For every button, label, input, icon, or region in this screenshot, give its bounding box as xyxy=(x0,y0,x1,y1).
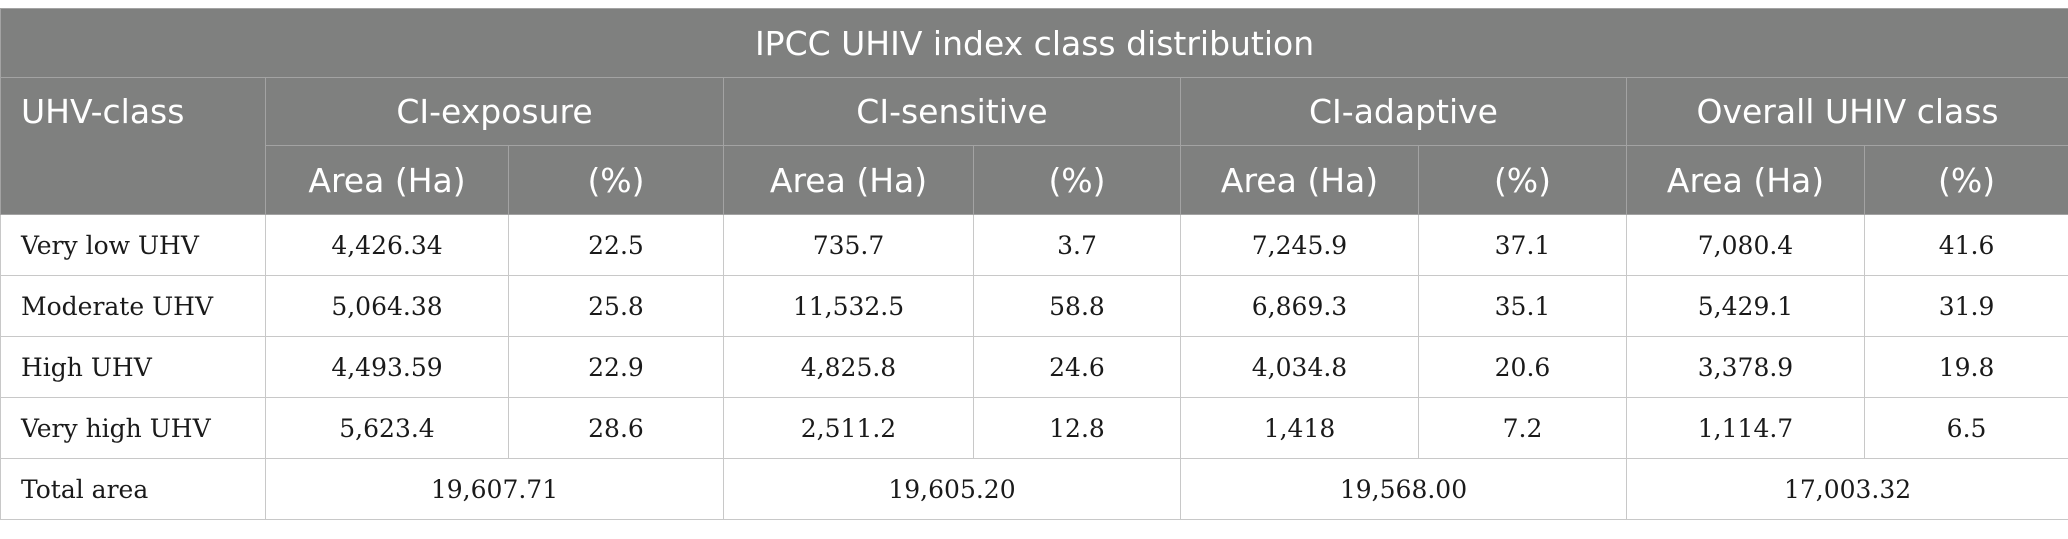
table-cell: 1,114.7 xyxy=(1626,397,1865,459)
total-label: Total area xyxy=(0,458,266,520)
row-label: High UHV xyxy=(0,336,266,398)
table-cell: 4,034.8 xyxy=(1180,336,1419,398)
table-cell: 58.8 xyxy=(973,275,1181,337)
group-header-ci-exposure: CI-exposure xyxy=(265,77,724,146)
table-cell: 6.5 xyxy=(1863,397,2068,459)
group-header-ci-adaptive: CI-adaptive xyxy=(1180,77,1627,146)
subheader-percent: (%) xyxy=(1418,145,1627,215)
uhiv-distribution-table: IPCC UHIV index class distribution UHV-c… xyxy=(0,8,2068,520)
row-label: Very high UHV xyxy=(0,397,266,459)
group-header-ci-sensitive: CI-sensitive xyxy=(723,77,1181,146)
row-label: Moderate UHV xyxy=(0,275,266,337)
table-container: IPCC UHIV index class distribution UHV-c… xyxy=(0,8,2068,520)
group-header-overall-uhiv: Overall UHIV class xyxy=(1625,77,2068,146)
table-row: Very low UHV 4,426.34 22.5 735.7 3.7 7,2… xyxy=(0,214,2068,276)
subheader-percent: (%) xyxy=(508,145,724,215)
table-cell: 28.6 xyxy=(508,397,724,459)
table-cell: 41.6 xyxy=(1863,214,2068,276)
table-cell: 4,426.34 xyxy=(265,214,509,276)
table-cell: 3.7 xyxy=(973,214,1181,276)
subheader-area: Area (Ha) xyxy=(265,145,509,215)
table-cell: 35.1 xyxy=(1418,275,1627,337)
table-cell: 3,378.9 xyxy=(1626,336,1865,398)
table-cell: 31.9 xyxy=(1863,275,2068,337)
total-cell-ci-sensitive: 19,605.20 xyxy=(723,458,1181,520)
table-cell: 4,493.59 xyxy=(265,336,509,398)
table-cell: 7,080.4 xyxy=(1626,214,1865,276)
total-cell-ci-adaptive: 19,568.00 xyxy=(1180,458,1627,520)
table-cell: 4,825.8 xyxy=(723,336,974,398)
subheader-area: Area (Ha) xyxy=(1626,145,1865,215)
table-cell: 1,418 xyxy=(1180,397,1419,459)
subheader-area: Area (Ha) xyxy=(723,145,974,215)
table-cell: 19.8 xyxy=(1863,336,2068,398)
table-cell: 735.7 xyxy=(723,214,974,276)
row-label: Very low UHV xyxy=(0,214,266,276)
table-cell: 20.6 xyxy=(1418,336,1627,398)
total-cell-ci-exposure: 19,607.71 xyxy=(265,458,724,520)
table-cell: 37.1 xyxy=(1418,214,1627,276)
table-cell: 2,511.2 xyxy=(723,397,974,459)
table-cell: 22.5 xyxy=(508,214,724,276)
table-row: Very high UHV 5,623.4 28.6 2,511.2 12.8 … xyxy=(0,397,2068,459)
table-cell: 7.2 xyxy=(1418,397,1627,459)
table-cell: 5,429.1 xyxy=(1626,275,1865,337)
table-row: High UHV 4,493.59 22.9 4,825.8 24.6 4,03… xyxy=(0,336,2068,398)
table-cell: 7,245.9 xyxy=(1180,214,1419,276)
table-cell: 12.8 xyxy=(973,397,1181,459)
table-cell: 24.6 xyxy=(973,336,1181,398)
total-cell-overall-uhiv: 17,003.32 xyxy=(1625,458,2068,520)
total-row: Total area 19,607.71 19,605.20 19,568.00… xyxy=(0,458,2068,520)
subheader-percent: (%) xyxy=(1863,145,2068,215)
table-row: Moderate UHV 5,064.38 25.8 11,532.5 58.8… xyxy=(0,275,2068,337)
row-header-uhv-class: UHV-class xyxy=(0,77,266,215)
table-cell: 6,869.3 xyxy=(1180,275,1419,337)
table-cell: 5,064.38 xyxy=(265,275,509,337)
subheader-percent: (%) xyxy=(973,145,1181,215)
table-cell: 5,623.4 xyxy=(265,397,509,459)
table-cell: 25.8 xyxy=(508,275,724,337)
subheader-area: Area (Ha) xyxy=(1180,145,1419,215)
table-title: IPCC UHIV index class distribution xyxy=(0,8,2068,78)
table-cell: 22.9 xyxy=(508,336,724,398)
table-cell: 11,532.5 xyxy=(723,275,974,337)
